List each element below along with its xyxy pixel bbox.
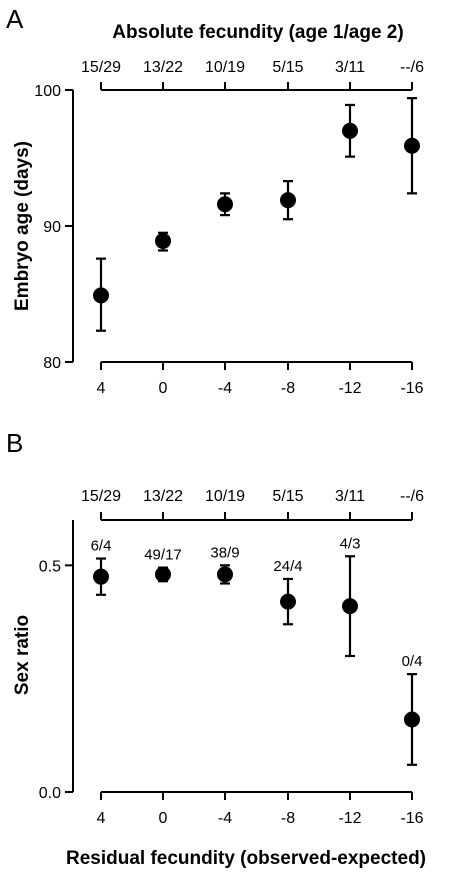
panel-b-top-tick-label: 3/11 (335, 488, 365, 505)
panel-a-ylabel: Embryo age (days) (12, 141, 33, 311)
panel-a-top-tick-label: 13/22 (143, 59, 183, 76)
panel-b-plot: 0.0 0.5 15/29 13/22 10/19 5/15 3/11 --/6 4 0 -4 -8 -… (39, 488, 424, 827)
panel-a-top-tick-label: 10/19 (205, 59, 245, 76)
panel-b-bottom-tick-label: -8 (281, 810, 295, 827)
panel-a-top-tick-label: 5/15 (272, 59, 303, 76)
panel-a-data-point (155, 232, 171, 249)
panel-b-bottom-tick-label: 0 (159, 810, 168, 827)
x-axis-label: Residual fecundity (observed-expected) (66, 848, 426, 869)
panel-a-data-point (280, 192, 296, 209)
panel-b-point-label: 4/3 (340, 535, 361, 552)
panel-b-bottom-tick-label: -12 (338, 810, 361, 827)
panel-a-data-point (404, 137, 420, 154)
panel-a-plot: 80 90 100 15/29 13/22 10/19 5/15 3/11 --/6 4 0 -4 -8… (34, 59, 424, 397)
panel-a-ytick-label: 100 (34, 83, 61, 100)
panel-b-bottom-tick-label: -16 (400, 810, 423, 827)
panel-a-data-point (93, 287, 109, 304)
panel-a-bottom-tick-label: -8 (281, 380, 295, 397)
panel-b-data-point (155, 566, 171, 583)
panel-a-title: Absolute fecundity (age 1/age 2) (112, 22, 403, 43)
panel-b-ytick-label: 0.5 (39, 558, 61, 575)
panel-a-top-tick-label: 3/11 (335, 59, 365, 76)
panel-b-point-label: 38/9 (210, 544, 239, 561)
panel-b-point-label: 49/17 (144, 547, 182, 564)
panel-a-ytick-label: 80 (43, 355, 61, 372)
panel-b-point-label: 6/4 (91, 538, 112, 555)
panel-a-data-point (342, 122, 358, 139)
panel-b-point-label: 24/4 (273, 558, 302, 575)
panel-b-top-tick-label: --/6 (400, 488, 424, 505)
panel-a-bottom-tick-label: -4 (218, 380, 232, 397)
panel-b-data-point (342, 598, 358, 615)
panel-a-bottom-tick-label: 4 (97, 380, 106, 397)
panel-b-bottom-tick-label: 4 (97, 810, 106, 827)
panel-a-bottom-tick-label: 0 (159, 380, 168, 397)
panel-a-top-tick-label: --/6 (400, 59, 424, 76)
panel-a-bottom-tick-label: -12 (338, 380, 361, 397)
panel-b-bottom-tick-label: -4 (218, 810, 232, 827)
panel-b-top-tick-label: 5/15 (272, 488, 303, 505)
panel-b-point-label: 0/4 (402, 653, 423, 670)
panel-b-top-tick-label: 13/22 (143, 488, 183, 505)
panel-b-top-tick-label: 10/19 (205, 488, 245, 505)
panel-a-top-tick-label: 15/29 (81, 59, 121, 76)
panel-a-letter: A (6, 4, 24, 34)
panel-b-ylabel: Sex ratio (12, 615, 33, 695)
panel-b-data-point (217, 566, 233, 583)
panel-b-top-tick-label: 15/29 (81, 488, 121, 505)
panel-b-data-point (93, 568, 109, 585)
panel-a-bottom-tick-label: -16 (400, 380, 423, 397)
panel-b-ytick-label: 0.0 (39, 785, 61, 802)
panel-b-letter: B (6, 428, 23, 458)
panel-b-data-point (404, 711, 420, 728)
panel-a-data-point (217, 196, 233, 213)
panel-a-ytick-label: 90 (43, 219, 61, 236)
panel-b-data-point (280, 593, 296, 610)
